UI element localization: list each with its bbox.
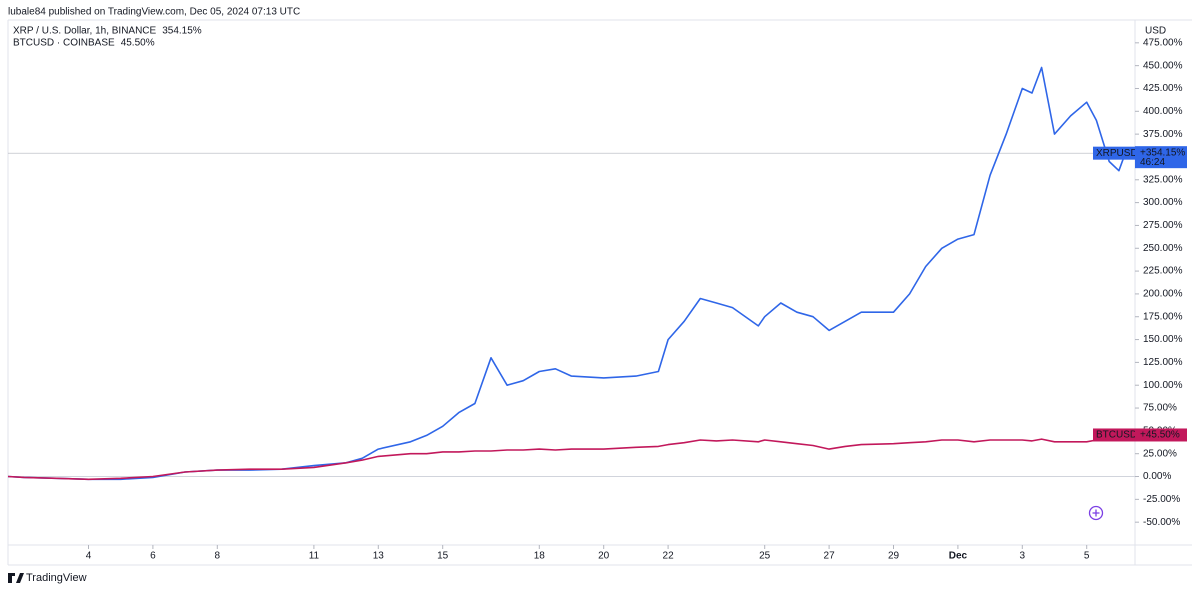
price-tag-bg: [1135, 428, 1187, 442]
x-tick-label: 8: [215, 551, 221, 562]
y-tick-label: 475.00%: [1143, 37, 1183, 48]
legend-title: BTCUSD · COINBASE: [13, 38, 115, 49]
y-tick-label: 250.00%: [1143, 243, 1183, 254]
series-line: [7, 66, 1127, 481]
y-tick-label: 150.00%: [1143, 334, 1183, 345]
y-tick-label: 400.00%: [1143, 106, 1183, 117]
y-tick-label: 100.00%: [1143, 380, 1183, 391]
y-tick-label: 200.00%: [1143, 289, 1183, 300]
header: lubale84 published on TradingView.com, D…: [8, 7, 300, 18]
legend-title: XRP / U.S. Dollar, 1h, BINANCE: [13, 26, 157, 37]
x-tick-label: 6: [150, 551, 156, 562]
price-tag-bg: [1135, 146, 1187, 169]
price-tag-name: XRPUSD: [1096, 148, 1138, 159]
x-tick-label: 11: [309, 551, 320, 562]
x-tick-label: 25: [759, 551, 771, 562]
y-tick-label: 450.00%: [1143, 60, 1183, 71]
price-tag-name-bg: [1093, 428, 1135, 442]
y-tick-label: 375.00%: [1143, 129, 1183, 140]
price-tag-value: +45.50%: [1140, 430, 1180, 441]
x-tick-label: 4: [86, 551, 92, 562]
y-tick-label: 275.00%: [1143, 220, 1183, 231]
x-tick-label: 18: [534, 551, 546, 562]
x-tick-label: 20: [598, 551, 610, 562]
y-tick-label: 175.00%: [1143, 311, 1183, 322]
y-tick-label: -50.00%: [1143, 517, 1180, 528]
y-tick-label: 125.00%: [1143, 357, 1183, 368]
x-tick-label: Dec: [949, 551, 968, 562]
y-tick-label: 325.00%: [1143, 174, 1183, 185]
x-tick-label: 3: [1020, 551, 1026, 562]
axis-unit: USD: [1145, 26, 1166, 37]
x-tick-label: 29: [888, 551, 900, 562]
series-line: [7, 434, 1126, 481]
countdown: 46:24: [1140, 157, 1165, 168]
y-tick-label: 75.00%: [1143, 403, 1177, 414]
y-tick-label: 300.00%: [1143, 197, 1183, 208]
logo: [8, 573, 24, 583]
price-tag-value: +354.15%: [1140, 147, 1185, 158]
footer: TradingView: [26, 572, 87, 584]
add-button[interactable]: [1088, 505, 1104, 521]
y-tick-label: -25.00%: [1143, 494, 1180, 505]
x-tick-label: 27: [824, 551, 836, 562]
y-tick-label: 225.00%: [1143, 266, 1183, 277]
legend-value: 354.15%: [162, 26, 202, 37]
price-tag-name: BTCUSD: [1096, 430, 1137, 441]
x-tick-label: 22: [663, 551, 675, 562]
x-tick-label: 5: [1084, 551, 1090, 562]
y-tick-label: 0.00%: [1143, 471, 1171, 482]
y-tick-label: 425.00%: [1143, 83, 1183, 94]
y-tick-label: 25.00%: [1143, 448, 1177, 459]
legend-value: 45.50%: [121, 38, 155, 49]
add-icon: [1092, 509, 1100, 517]
x-tick-label: 13: [373, 551, 385, 562]
x-tick-label: 15: [437, 551, 449, 562]
price-tag-name-bg: [1093, 146, 1135, 160]
